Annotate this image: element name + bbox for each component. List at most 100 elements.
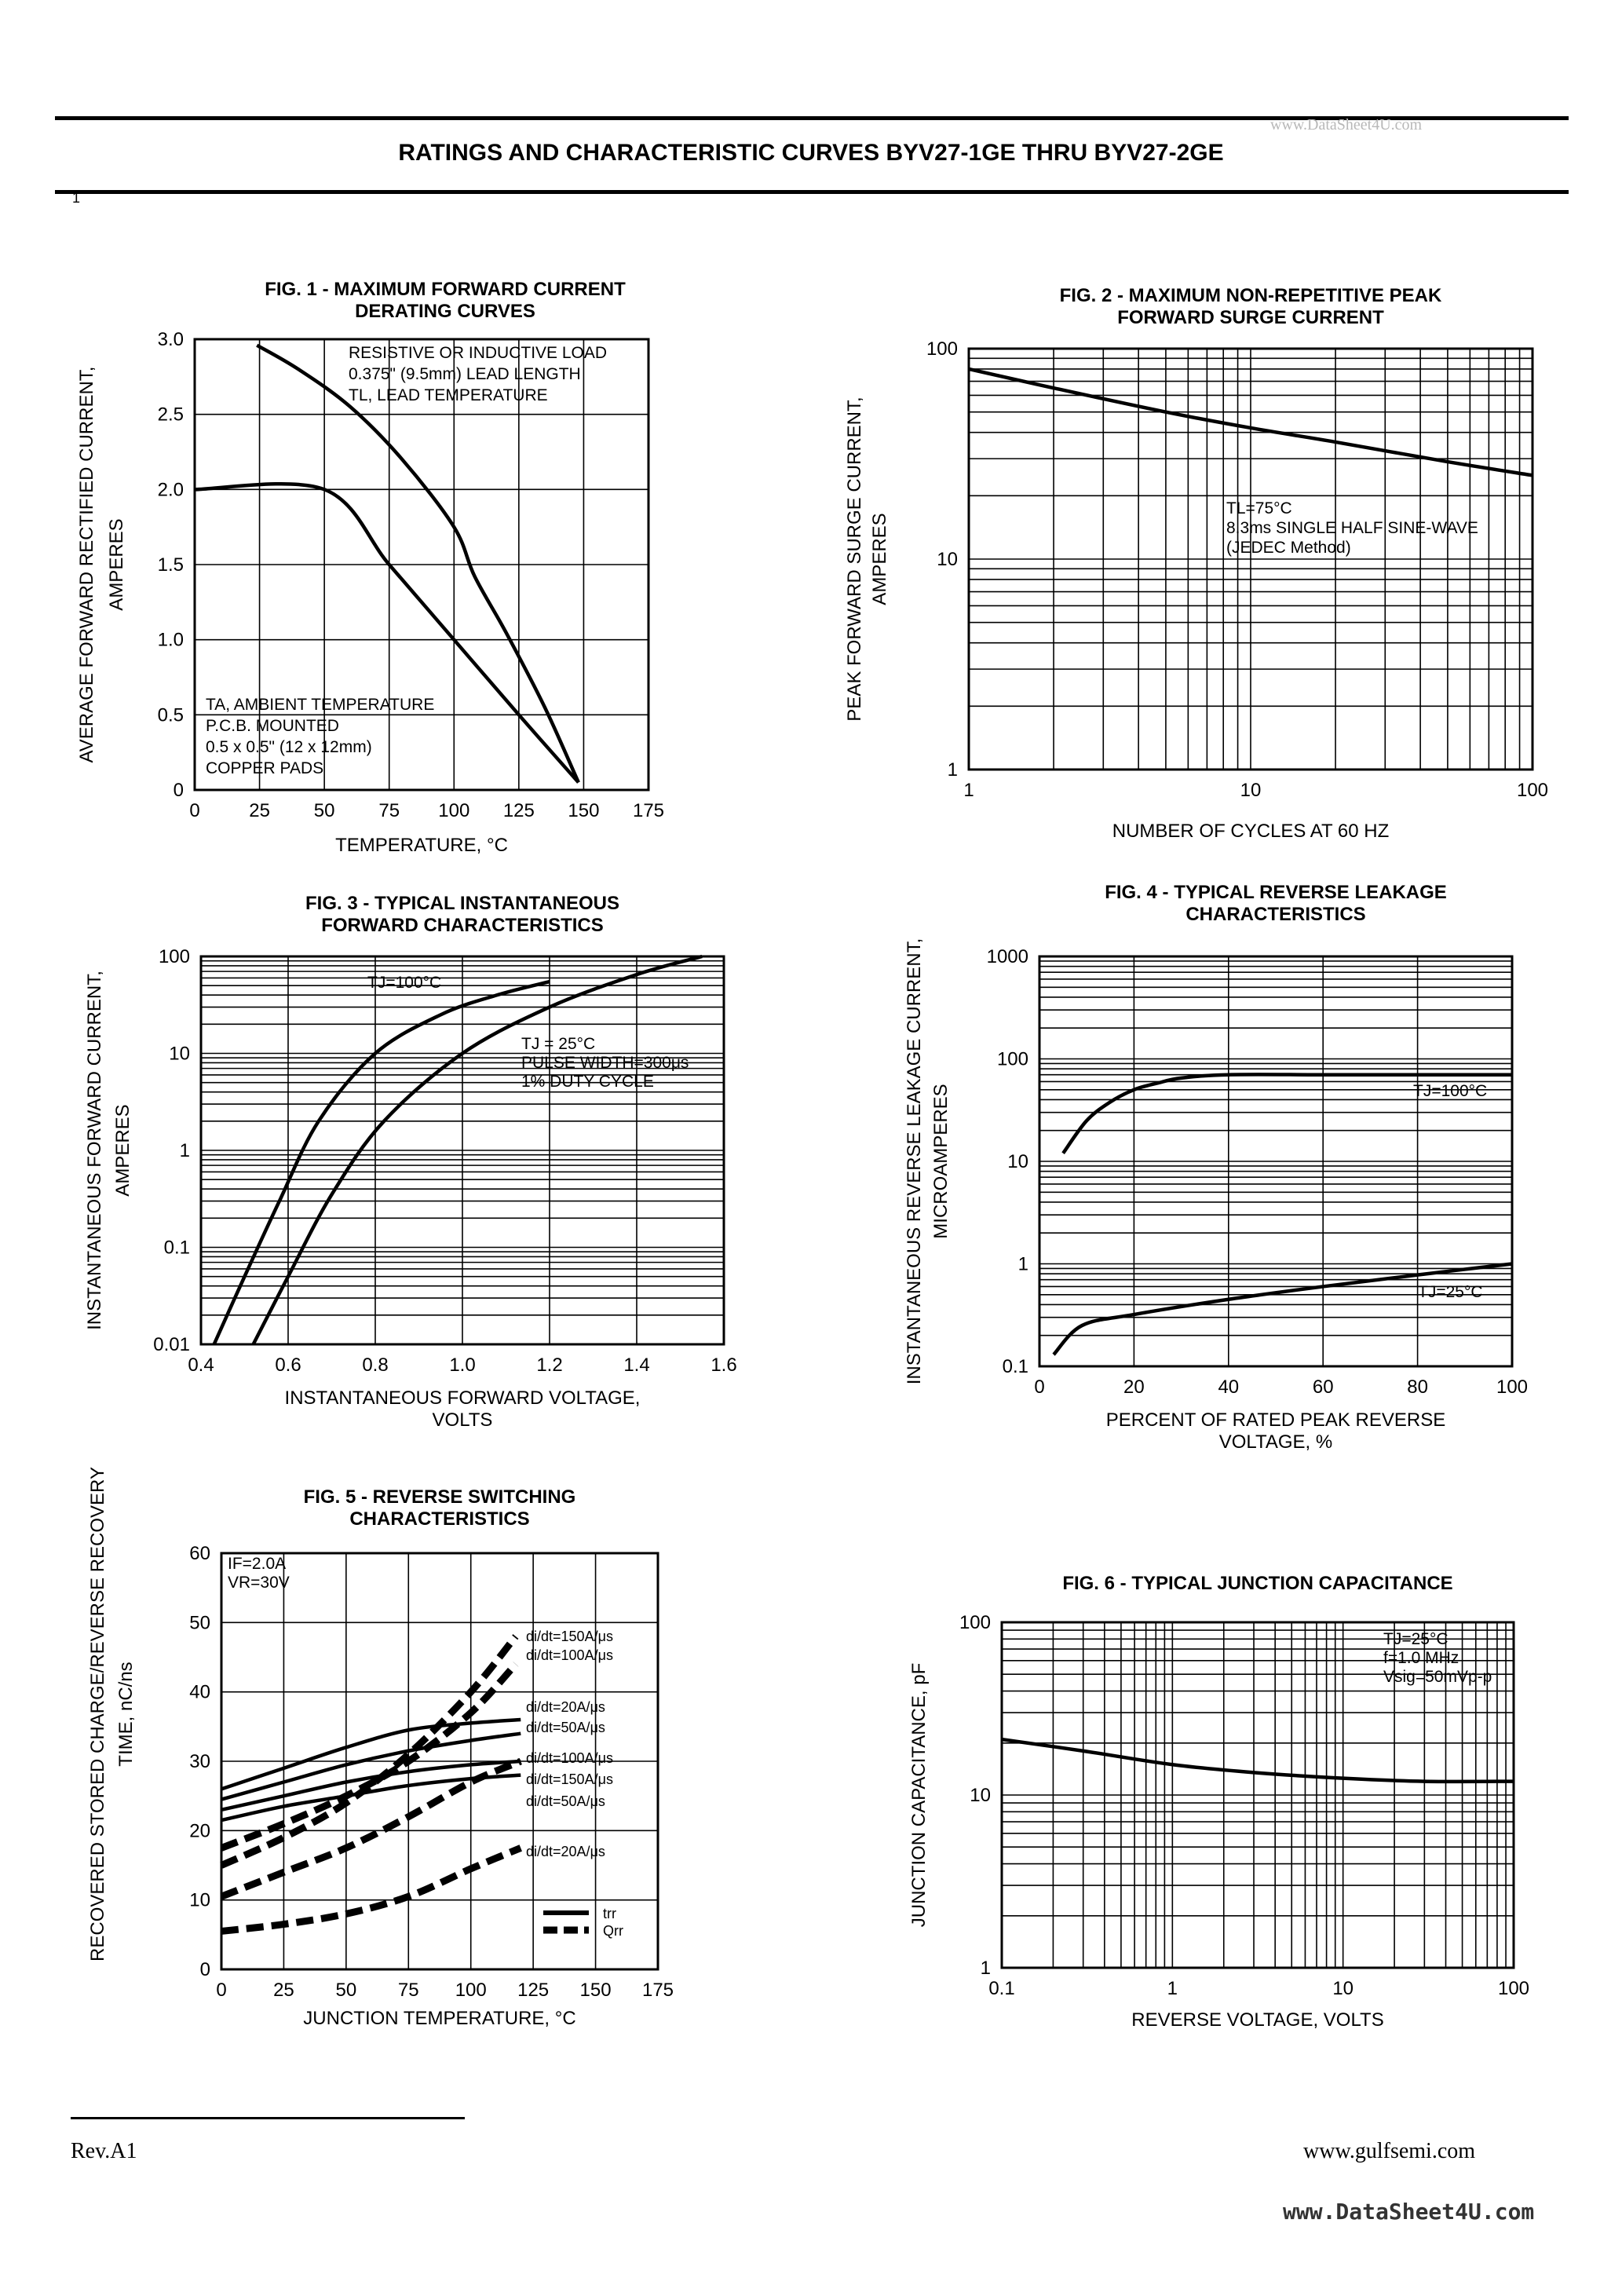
fig3-y-axis-label: AMPERES <box>112 1104 133 1196</box>
fig3-x-tick-label: 0.4 <box>188 1355 214 1376</box>
fig3-grid <box>201 956 724 1344</box>
fig4-grid <box>1039 956 1512 1366</box>
fig2-x-axis-label: NUMBER OF CYCLES AT 60 HZ <box>1112 821 1390 842</box>
fig3-annotation: 1% DUTY CYCLE <box>521 1073 654 1091</box>
title-rule <box>55 190 1569 194</box>
fig1-y-tick-label: 1.5 <box>158 554 184 576</box>
fig3-x-tick-label: 1.4 <box>623 1355 649 1376</box>
fig2-y-axis-label: PEAK FORWARD SURGE CURRENT, <box>844 397 865 721</box>
fig5-x-tick-label: 25 <box>273 1980 294 2001</box>
revision-label: Rev.A1 <box>71 2139 137 2163</box>
fig5-y-tick-label: 20 <box>189 1820 210 1841</box>
fig5-annotation: di/dt=50A/μs <box>526 1793 605 1809</box>
fig2-y-tick-label: 100 <box>926 338 958 360</box>
fig1-annotation: TL, LEAD TEMPERATURE <box>349 386 548 404</box>
fig3-title: FORWARD CHARACTERISTICS <box>321 915 604 936</box>
fig3-x-tick-label: 0.8 <box>362 1355 388 1376</box>
fig1-grid <box>195 339 648 790</box>
fig5-annotation: di/dt=100A/μs <box>526 1647 613 1663</box>
fig1-chart: 0 25 50 75 100 125 150 175 0 0.5 1.0 1.5 2.0 2.5 3.0 FI… <box>76 279 664 856</box>
fig6-x-tick-label: 1 <box>1167 1978 1178 1999</box>
fig5-series-6 <box>220 1757 522 1900</box>
fig6-x-axis-label: REVERSE VOLTAGE, VOLTS <box>1131 2009 1383 2031</box>
fig4-y-tick-label: 1 <box>1018 1254 1028 1275</box>
fig3-title: FIG. 3 - TYPICAL INSTANTANEOUS <box>305 893 619 914</box>
fig5-legend-label: Qrr <box>603 1923 623 1939</box>
fig4-y-axis-label: INSTANTANEOUS REVERSE LEAKAGE CURRENT, <box>904 938 925 1385</box>
fig3-y-axis-label: INSTANTANEOUS FORWARD CURRENT, <box>84 971 105 1330</box>
fig1-x-tick-label: 25 <box>249 800 270 821</box>
footer-rule <box>71 2117 465 2119</box>
fig2-annotation: (JEDEC Method) <box>1226 539 1351 557</box>
fig3-y-tick-label: 0.1 <box>164 1238 190 1259</box>
fig5-plot-frame <box>220 1552 659 1971</box>
fig4-x-axis-label: VOLTAGE, % <box>1219 1431 1332 1453</box>
fig5-x-axis-label: JUNCTION TEMPERATURE, °C <box>303 2008 575 2029</box>
fig4-plot-frame <box>1038 955 1514 1368</box>
fig5-x-tick-label: 100 <box>455 1980 487 2001</box>
website-link[interactable]: www.gulfsemi.com <box>1303 2139 1476 2163</box>
fig6-y-tick-label: 1 <box>981 1958 991 1979</box>
fig2-plot-frame <box>967 347 1534 771</box>
fig2-x-tick-label: 100 <box>1517 780 1548 801</box>
fig4-annotation: TJ=100°C <box>1413 1082 1487 1100</box>
fig1-x-tick-label: 175 <box>633 800 664 821</box>
fig5-y-tick-label: 10 <box>189 1890 210 1911</box>
fig3-x-axis-label: INSTANTANEOUS FORWARD VOLTAGE, <box>285 1387 641 1409</box>
fig2-title: FIG. 2 - MAXIMUM NON-REPETITIVE PEAK <box>1060 285 1442 306</box>
fig1-annotation: TA, AMBIENT TEMPERATURE <box>206 696 434 714</box>
fig6-x-tick-label: 10 <box>1332 1978 1353 1999</box>
fig3-x-tick-label: 1.2 <box>536 1355 562 1376</box>
fig6-y-tick-label: 100 <box>959 1612 991 1633</box>
fig3-y-tick-label: 100 <box>159 946 190 967</box>
fig1-y-axis-label: AMPERES <box>106 518 127 610</box>
fig5-x-tick-label: 150 <box>580 1980 612 2001</box>
fig4-title: CHARACTERISTICS <box>1185 904 1365 925</box>
fig6-series-0 <box>1001 1737 1514 1784</box>
fig4-y-tick-label: 100 <box>997 1049 1028 1070</box>
fig6-annotation: f=1.0 MHz <box>1383 1649 1459 1667</box>
fig1-series-1 <box>194 482 580 784</box>
fig3-y-tick-label: 0.01 <box>153 1334 190 1355</box>
fig1-y-tick-label: 0 <box>174 780 184 801</box>
fig2-series-0 <box>968 367 1533 477</box>
fig4-series-1 <box>1052 1262 1513 1356</box>
fig1-x-tick-label: 50 <box>314 800 335 821</box>
fig2-annotation: TL=75°C <box>1226 499 1292 517</box>
fig6-plot-frame <box>1000 1621 1515 1969</box>
fig2-title: FORWARD SURGE CURRENT <box>1117 307 1384 328</box>
fig6-x-tick-label: 0.1 <box>988 1978 1014 1999</box>
fig4-y-tick-label: 10 <box>1007 1151 1028 1172</box>
fig2-grid <box>969 349 1532 770</box>
fig5-annotation: di/dt=20A/μs <box>526 1844 605 1859</box>
fig5-y-tick-label: 0 <box>200 1959 210 1980</box>
fig1-title: FIG. 1 - MAXIMUM FORWARD CURRENT <box>265 279 626 300</box>
fig5-title: CHARACTERISTICS <box>349 1508 529 1530</box>
fig4-x-tick-label: 0 <box>1034 1377 1044 1398</box>
fig5-x-tick-label: 50 <box>336 1980 357 2001</box>
fig2-y-axis-label: AMPERES <box>869 513 890 605</box>
fig5-series-4 <box>220 1634 519 1869</box>
fig6-grid <box>1002 1622 1514 1968</box>
fig5-x-tick-label: 175 <box>642 1980 674 2001</box>
fig3-x-tick-label: 1.6 <box>711 1355 736 1376</box>
fig1-y-tick-label: 1.0 <box>158 630 184 651</box>
fig5-annotation: di/dt=100A/μs <box>526 1750 613 1766</box>
fig1-x-tick-label: 150 <box>568 800 599 821</box>
fig2-x-tick-label: 10 <box>1240 780 1262 801</box>
fig5-annotation: IF=2.0A <box>228 1555 286 1573</box>
fig1-plot-frame <box>193 338 650 792</box>
fig1-y-tick-label: 2.0 <box>158 479 184 500</box>
fig4-y-tick-label: 0.1 <box>1003 1356 1028 1377</box>
fig4-title: FIG. 4 - TYPICAL REVERSE LEAKAGE <box>1105 882 1447 903</box>
fig3-series-1 <box>251 954 703 1346</box>
fig5-y-tick-label: 60 <box>189 1543 210 1564</box>
fig3-series-0 <box>212 979 550 1345</box>
fig5-y-axis-label: TIME, nC/ns <box>115 1662 137 1766</box>
fig5-x-tick-label: 125 <box>517 1980 549 2001</box>
fig2-x-tick-label: 1 <box>963 780 974 801</box>
fig5-annotation: VR=30V <box>228 1574 290 1592</box>
fig4-x-tick-label: 60 <box>1313 1377 1334 1398</box>
